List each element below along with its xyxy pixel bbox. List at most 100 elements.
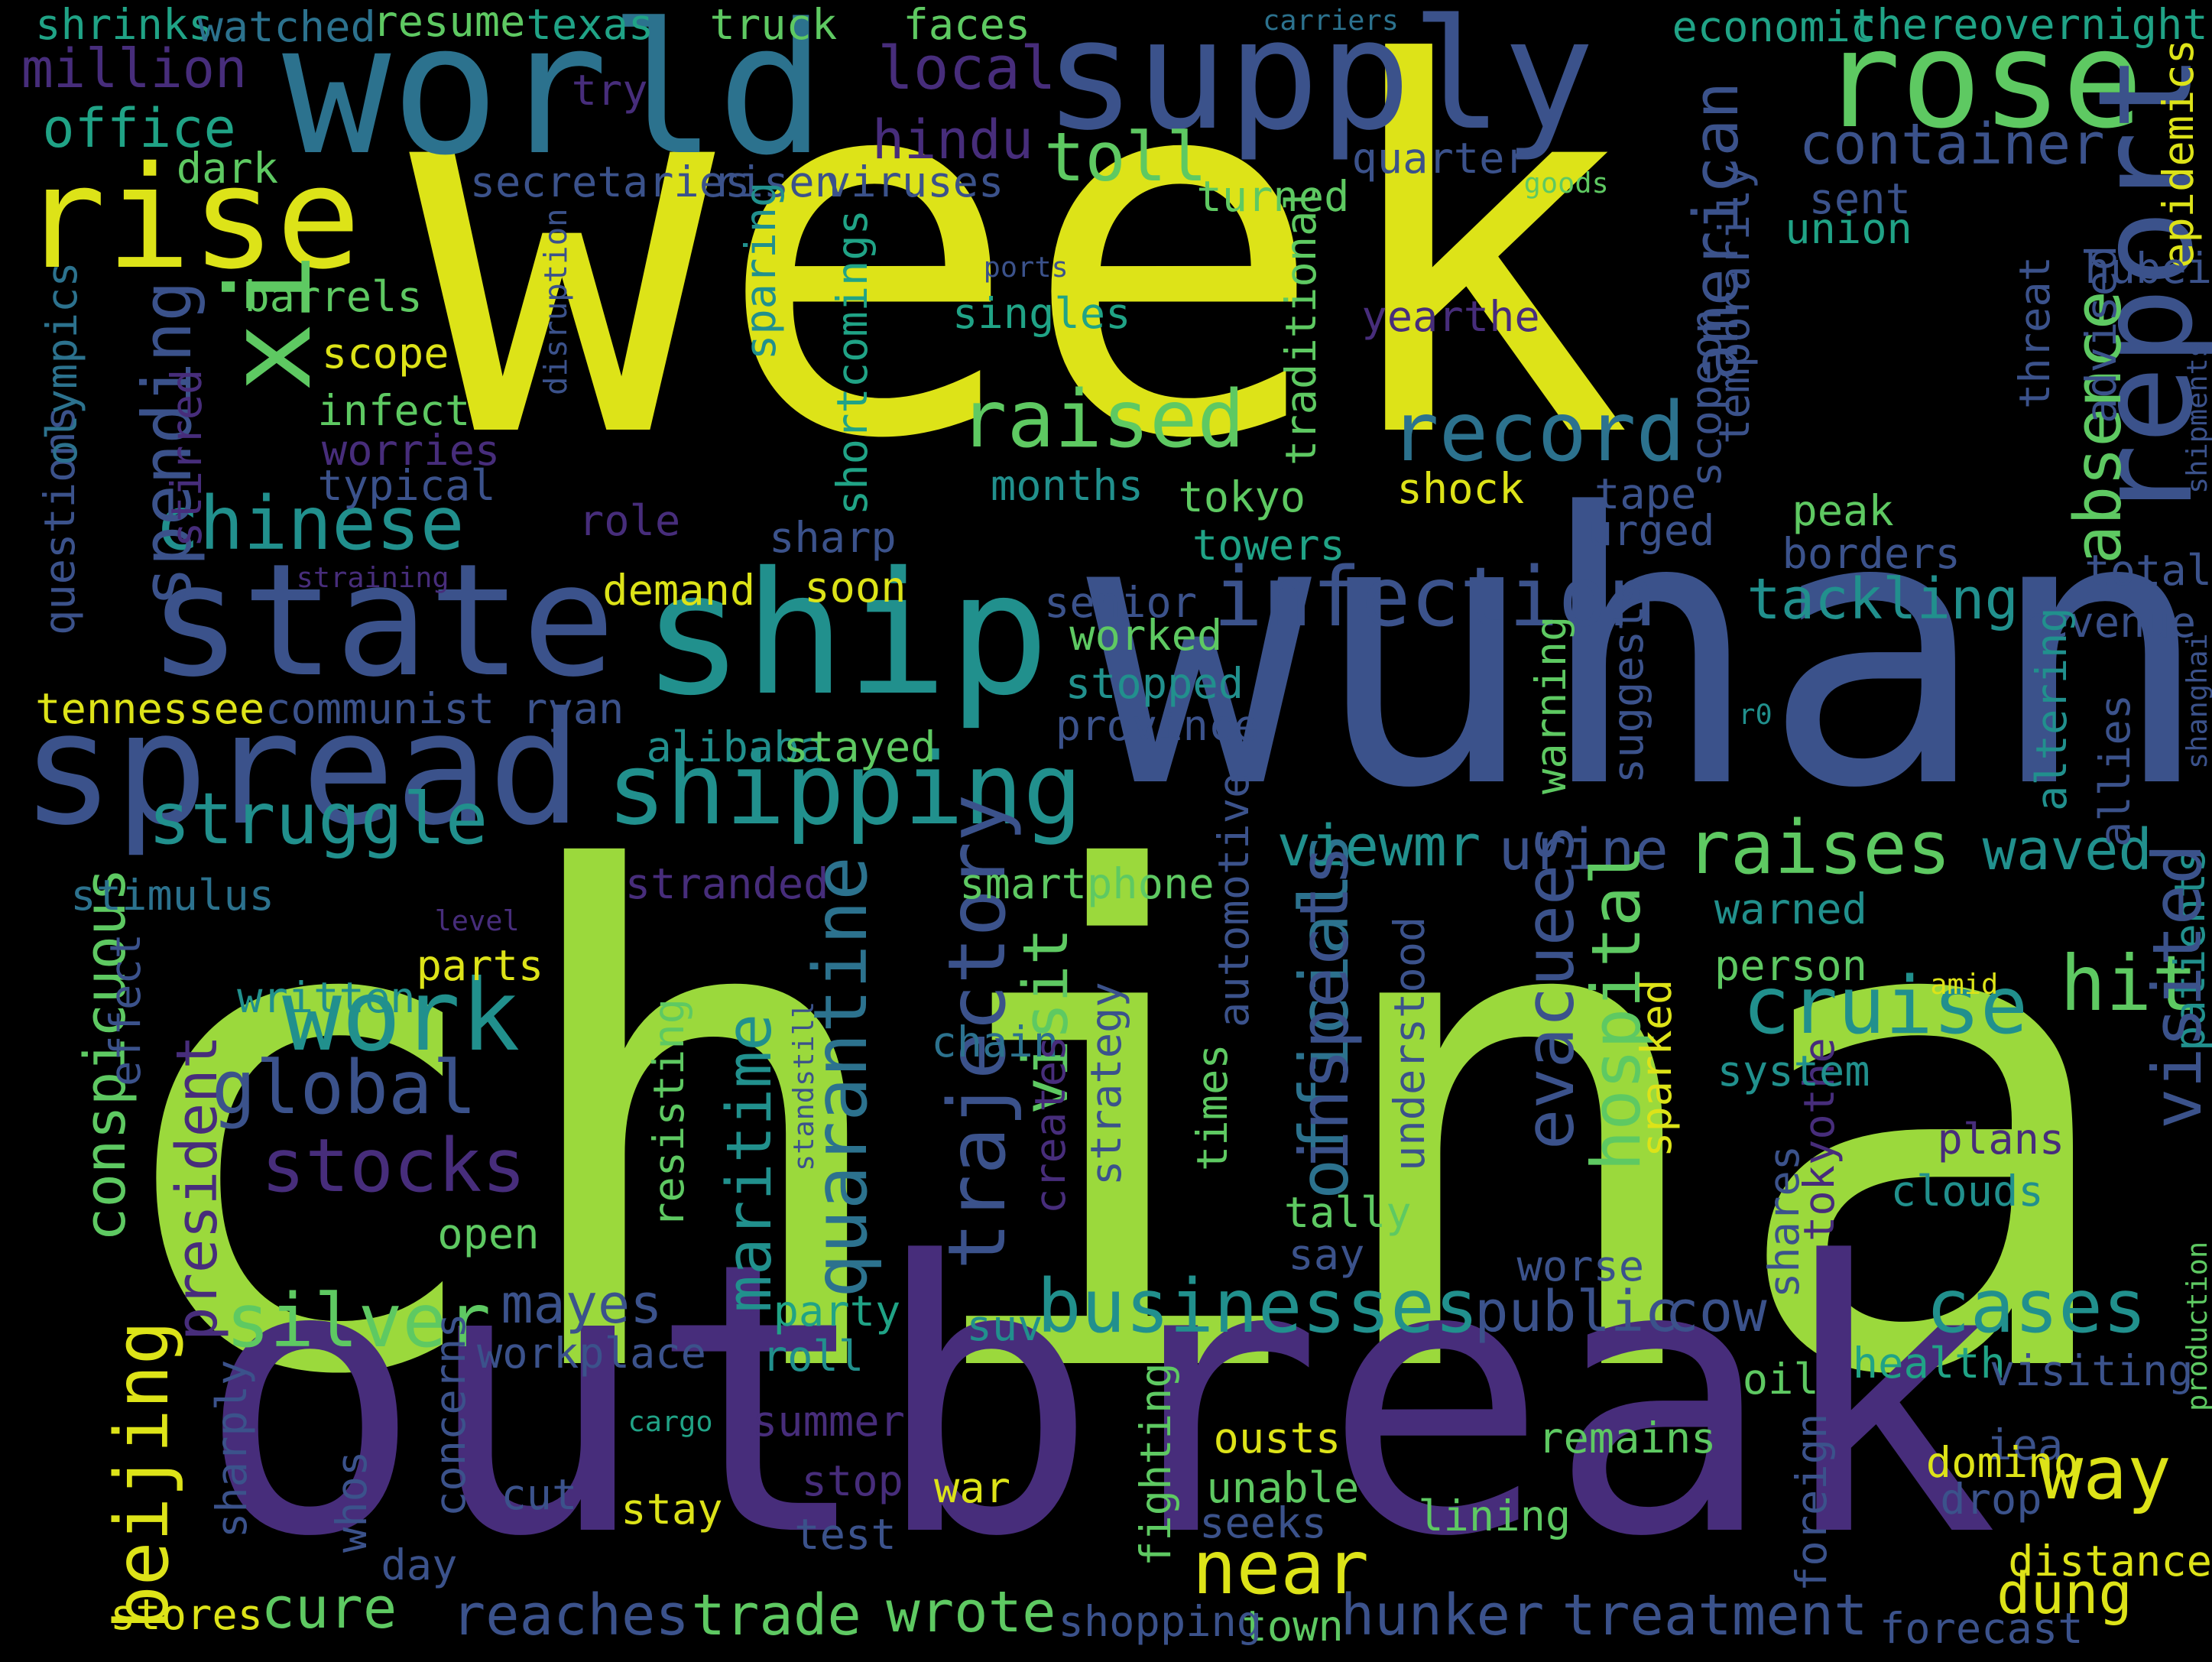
word: sent (1808, 175, 1911, 225)
word: concerns (427, 1313, 476, 1518)
word: singles (952, 289, 1131, 339)
word: ship (641, 535, 1050, 733)
word: economic (1672, 3, 1876, 53)
word: fighting (1132, 1362, 1182, 1567)
word: shipments (2181, 341, 2212, 495)
word: visiting (1989, 1346, 2194, 1396)
word: strategy (1082, 981, 1132, 1186)
word: goods (1523, 166, 1609, 200)
word: carriers (1263, 4, 1399, 37)
word: wuhan (1086, 435, 2212, 871)
word: hunker (1340, 1582, 1545, 1648)
word: party (773, 1287, 901, 1337)
word: way (2038, 1430, 2171, 1517)
word: supply (1044, 0, 1595, 164)
word: shortcomings (829, 209, 878, 515)
word: global (211, 1045, 477, 1131)
word: toll (1044, 118, 1208, 197)
word: cruise (1742, 959, 2029, 1052)
word: worse (1516, 1242, 1645, 1292)
word: risen (712, 158, 840, 208)
word: typical (317, 462, 496, 511)
word: whos (327, 1450, 377, 1553)
word: record (1390, 385, 1685, 481)
word: raised (959, 374, 1245, 466)
word: businesses (1036, 1264, 1479, 1350)
word: threat (2011, 256, 2061, 410)
word: standstill (787, 1001, 820, 1172)
word: unable (1206, 1463, 1360, 1513)
word: forecast (1879, 1605, 2084, 1654)
word: scope (321, 329, 449, 378)
word: watched (197, 3, 376, 53)
word: workplace (476, 1329, 706, 1379)
word: silver (225, 1277, 491, 1364)
word: turned (1196, 172, 1350, 222)
word: chinese (155, 480, 465, 566)
word: stopped (1065, 659, 1244, 709)
word: say (1288, 1231, 1365, 1281)
word: shipping (606, 732, 1083, 848)
word: hindu (871, 108, 1033, 171)
word: shopping (1058, 1598, 1263, 1647)
word: shrinks (35, 0, 214, 50)
word: drop (1940, 1475, 2042, 1524)
word: barrels (244, 272, 423, 322)
word: level (434, 904, 520, 937)
word: suv (966, 1301, 1043, 1351)
word: altering (2028, 607, 2077, 812)
word: stirred (162, 368, 212, 548)
word: total (2084, 546, 2212, 596)
word: secretaries (469, 158, 751, 208)
word: day (381, 1541, 458, 1591)
word: senior (1044, 579, 1198, 628)
word: roll (761, 1333, 864, 1382)
word: sharp (769, 514, 897, 563)
word: warned (1714, 885, 1867, 934)
word: stores (109, 1590, 264, 1640)
word: sharply (207, 1359, 257, 1539)
word: work (282, 958, 521, 1073)
word: reaches (451, 1582, 689, 1648)
word: person (1714, 941, 1867, 991)
word: health (1852, 1339, 2006, 1389)
word: china (91, 734, 2131, 1523)
word: iea (1987, 1421, 2064, 1471)
word: rise (21, 135, 362, 300)
word: revenue (2017, 599, 2197, 648)
word: union (1785, 205, 1912, 255)
word: spread (21, 678, 582, 859)
word: tape (1594, 470, 1697, 520)
word: outbreak (197, 1183, 1999, 1618)
word: dark (176, 144, 279, 193)
word: try (571, 67, 648, 116)
word: effect (102, 933, 151, 1087)
word: cut (501, 1471, 578, 1521)
word: visited (2138, 843, 2212, 1129)
word: thereovernight (1850, 0, 2208, 50)
word: town (1241, 1602, 1344, 1651)
word: production (2181, 1241, 2212, 1411)
word: oil (1742, 1355, 1819, 1404)
word: borders (1782, 529, 1961, 579)
word: foreign (1788, 1413, 1837, 1592)
word: understood (1386, 916, 1435, 1172)
word: local (877, 34, 1056, 103)
word: parts (416, 941, 544, 991)
word: rose (1820, 2, 2143, 159)
word: container (1798, 112, 2105, 178)
word: cow (1665, 1278, 1767, 1345)
word: suggests (1604, 579, 1654, 784)
word: allies (2091, 693, 2141, 847)
word: warning (1526, 615, 1576, 795)
word: treatment (1562, 1582, 1868, 1648)
word: infection (1213, 550, 1657, 646)
word: times (1188, 1044, 1237, 1172)
word: seeks (1199, 1498, 1327, 1548)
word: scopeon (1682, 308, 1731, 487)
word: alibaba (646, 722, 825, 772)
word: stranded (624, 859, 829, 909)
word: war (934, 1463, 1011, 1513)
word: remains (1538, 1414, 1717, 1464)
word: stop (801, 1456, 903, 1506)
